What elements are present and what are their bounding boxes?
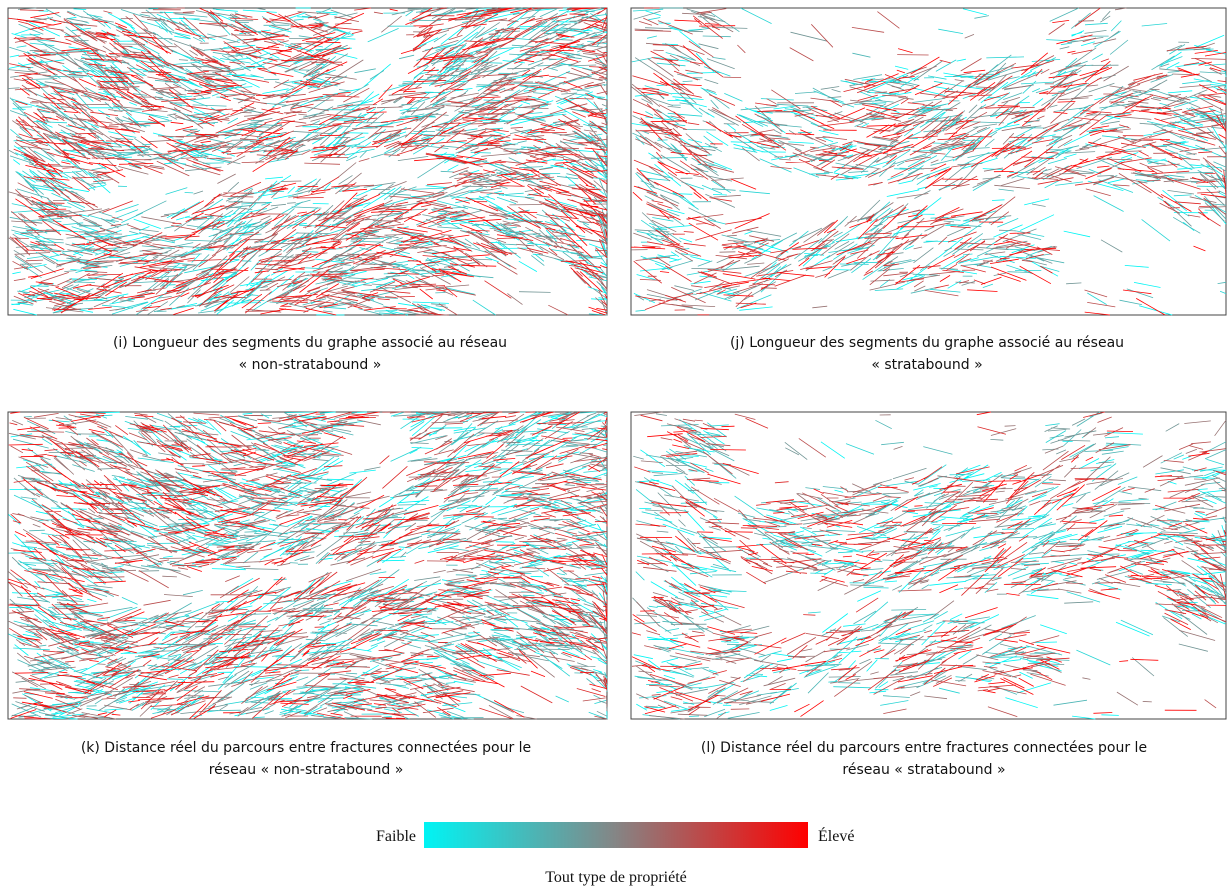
network-edges [632, 8, 1227, 308]
legend-low: Faible [376, 828, 416, 845]
network-edges [632, 7, 1227, 305]
network-edges [8, 411, 608, 720]
panel-frame [7, 411, 608, 720]
caption-line: (k) Distance réel du parcours entre frac… [81, 740, 531, 756]
caption-line: réseau « stratabound » [842, 762, 1005, 778]
network-panel [630, 7, 1227, 316]
caption-line: « non-stratabound » [239, 357, 382, 373]
caption-line: « stratabound » [871, 357, 982, 373]
colorbar [424, 822, 808, 848]
network-edges [8, 411, 608, 720]
panels [7, 7, 1227, 720]
network-edges [9, 7, 608, 316]
caption-line: (l) Distance réel du parcours entre frac… [701, 740, 1147, 756]
network-edges [631, 19, 1227, 316]
caption-line: (i) Longueur des segments du graphe asso… [113, 335, 507, 351]
caption-line: (j) Longueur des segments du graphe asso… [730, 335, 1124, 351]
network-panel [7, 7, 608, 316]
network-edges [8, 7, 608, 316]
network-edges [632, 413, 1227, 708]
network-panel [630, 411, 1227, 720]
network-edges [14, 7, 608, 316]
network-panel [7, 411, 608, 720]
network-edges [632, 7, 1227, 316]
network-edges [631, 413, 1227, 718]
network-edges [7, 411, 608, 720]
legend-high: Élevé [818, 826, 854, 845]
network-edges [631, 411, 1227, 717]
caption-line: réseau « non-stratabound » [209, 762, 404, 778]
legend-title: Tout type de propriété [545, 869, 687, 886]
network-edges [631, 411, 1227, 715]
